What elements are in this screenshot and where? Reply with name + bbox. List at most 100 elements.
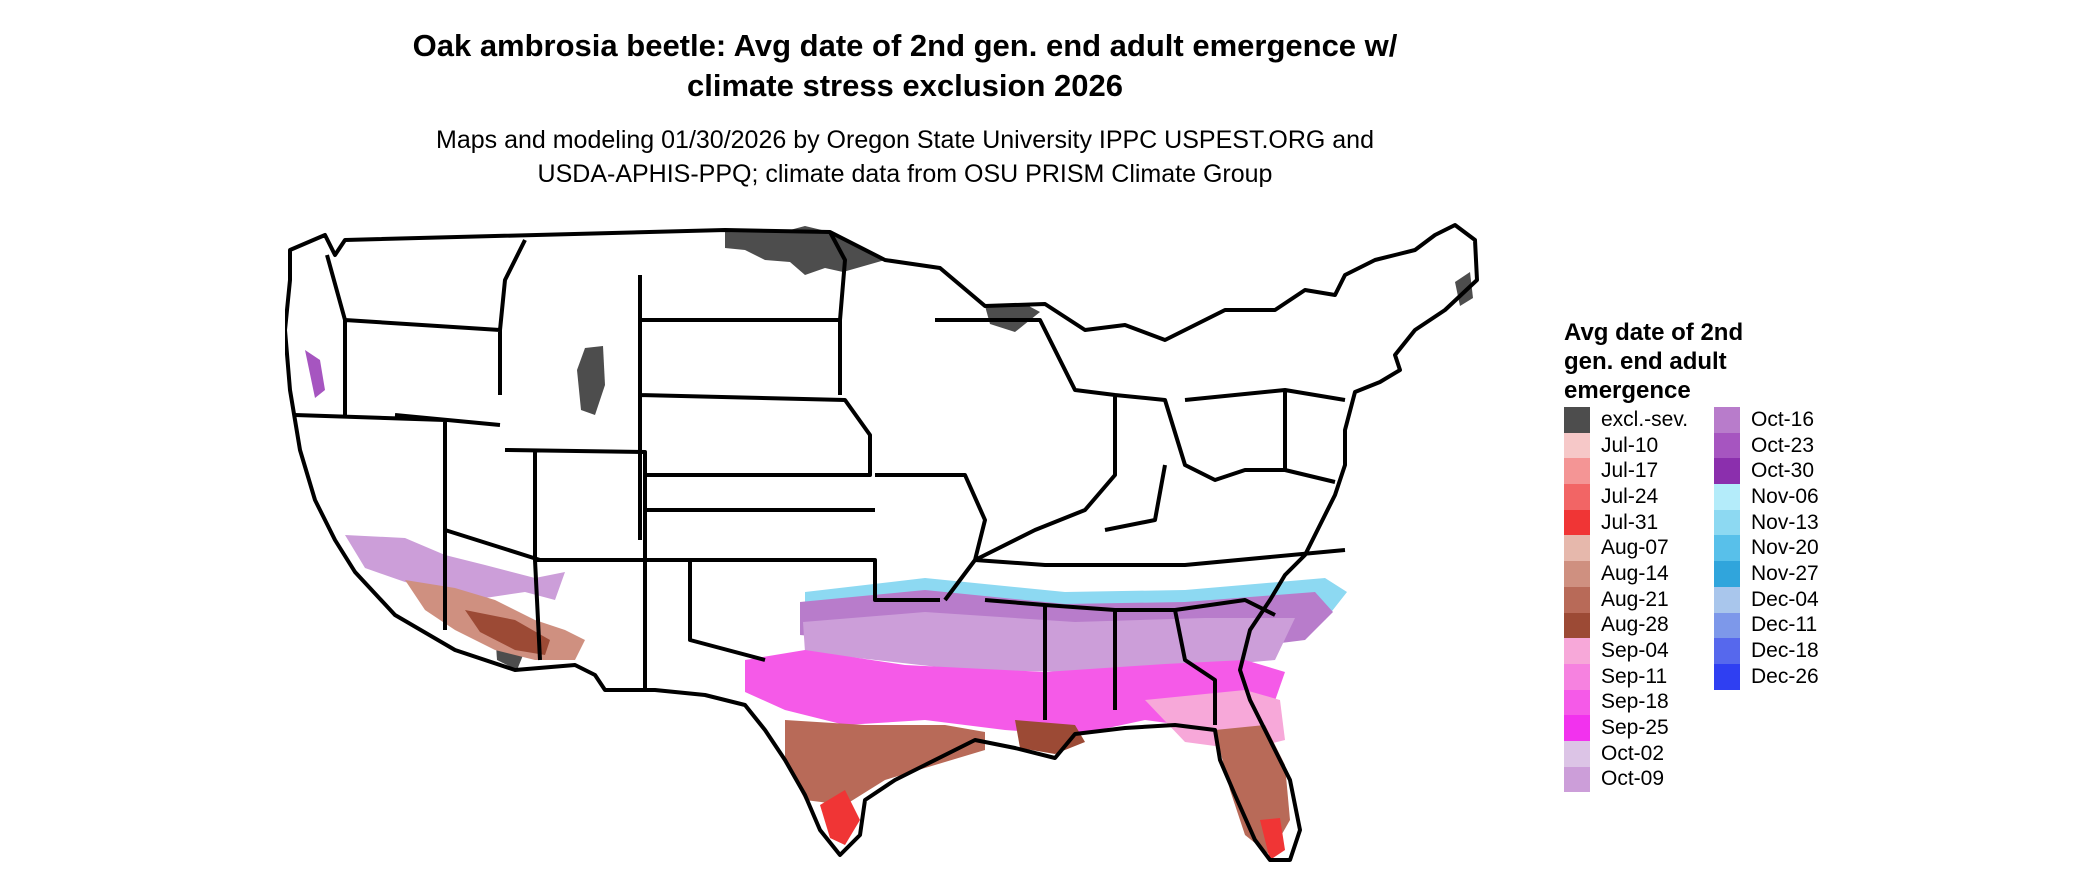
legend-swatch	[1714, 432, 1740, 459]
legend-label: Sep-04	[1601, 639, 1669, 663]
legend-label: Sep-25	[1601, 716, 1669, 740]
legend-item: Oct-30	[1714, 458, 1854, 485]
legend-swatch	[1714, 638, 1740, 664]
legend-item: Oct-16	[1714, 407, 1854, 433]
legend-swatch	[1714, 586, 1740, 613]
legend-swatch	[1714, 663, 1740, 690]
legend-swatch	[1564, 407, 1590, 433]
legend-item: Nov-13	[1714, 509, 1854, 536]
legend-item: Jul-10	[1564, 432, 1704, 459]
legend-swatch	[1714, 612, 1740, 639]
map-title: Oak ambrosia beetle: Avg date of 2nd gen…	[0, 26, 1810, 106]
legend-swatch	[1564, 509, 1590, 536]
legend-label: Oct-09	[1601, 767, 1665, 791]
map-subtitle: Maps and modeling 01/30/2026 by Oregon S…	[0, 123, 1810, 191]
band-california-purple	[305, 350, 325, 398]
legend-label: Jul-24	[1601, 484, 1659, 508]
legend-label: Sep-18	[1601, 690, 1669, 714]
legend-swatch	[1714, 407, 1740, 433]
legend-label: Dec-11	[1751, 613, 1818, 637]
band-july-tx	[820, 790, 860, 845]
legend-item: excl.-sev.	[1564, 407, 1704, 433]
legend-swatch	[1564, 458, 1590, 485]
legend-item: Dec-11	[1714, 612, 1854, 639]
subtitle-line-2: USDA-APHIS-PPQ; climate data from OSU PR…	[537, 160, 1273, 188]
legend-swatch	[1564, 663, 1590, 690]
legend-swatch	[1714, 509, 1740, 536]
legend-label: Jul-31	[1601, 510, 1659, 534]
legend-label: Nov-13	[1751, 510, 1819, 534]
legend-item: Oct-09	[1564, 766, 1704, 793]
legend-swatch	[1564, 612, 1590, 639]
band-october-light	[803, 612, 1295, 672]
legend-item: Nov-06	[1714, 484, 1854, 510]
legend-item: Jul-31	[1564, 509, 1704, 536]
state-outlines	[285, 223, 1479, 862]
legend-label: Aug-07	[1601, 536, 1669, 560]
legend-item: Aug-21	[1564, 586, 1704, 613]
state-borders-west	[294, 239, 647, 690]
state-borders-central	[638, 231, 987, 662]
legend-label: Sep-11	[1601, 664, 1668, 688]
legend-swatch	[1564, 715, 1590, 741]
legend-swatch	[1564, 432, 1590, 459]
band-august-gulf	[785, 720, 985, 805]
legend-item: Sep-04	[1564, 638, 1704, 664]
legend-label: Aug-28	[1601, 613, 1669, 637]
legend-swatch	[1714, 484, 1740, 510]
band-southwest-purple	[345, 535, 565, 600]
legend-swatch	[1564, 484, 1590, 510]
legend-label: Aug-14	[1601, 561, 1669, 585]
legend-item: Aug-07	[1564, 535, 1704, 562]
legend-label: Oct-30	[1751, 459, 1815, 483]
legend-swatch	[1564, 766, 1590, 793]
legend-label: Oct-02	[1601, 741, 1665, 765]
legend-column-2: Oct-16 Oct-23 Oct-30 Nov-06 Nov-13 Nov-20 Nov-…	[1714, 407, 1854, 690]
legend-swatch	[1714, 561, 1740, 587]
legend-item: Aug-14	[1564, 561, 1704, 587]
legend-label: Oct-16	[1751, 407, 1815, 431]
legend-label: Dec-26	[1751, 664, 1819, 688]
legend-label: Dec-04	[1751, 587, 1819, 611]
legend-item: Sep-11	[1564, 663, 1704, 690]
legend-swatch	[1564, 638, 1590, 664]
emergence-bands	[305, 350, 1347, 860]
legend-label: Dec-18	[1751, 639, 1819, 663]
legend-item: Oct-02	[1564, 740, 1704, 767]
legend-item: Dec-26	[1714, 663, 1854, 690]
legend-swatch	[1564, 740, 1590, 767]
legend-item: Jul-17	[1564, 458, 1704, 485]
legend-label: Jul-17	[1601, 459, 1659, 483]
legend-swatch	[1564, 689, 1590, 716]
legend-label: Nov-06	[1751, 484, 1819, 508]
legend-item: Aug-28	[1564, 612, 1704, 639]
legend-title-line-2: gen. end adult	[1564, 348, 1727, 375]
legend-column-1: excl.-sev. Jul-10 Jul-17 Jul-24 Jul-31 Aug-07…	[1564, 407, 1704, 793]
legend-swatch	[1564, 561, 1590, 587]
legend-swatch	[1564, 535, 1590, 562]
excl-zone-wy	[577, 346, 605, 415]
legend-label: Oct-23	[1751, 433, 1815, 457]
us-outline	[285, 223, 1479, 862]
band-southwest-dark	[465, 610, 550, 655]
band-july-fl	[1260, 818, 1285, 860]
legend-item: Dec-04	[1714, 586, 1854, 613]
title-line-1: Oak ambrosia beetle: Avg date of 2nd gen…	[412, 28, 1398, 63]
legend-swatch	[1714, 458, 1740, 485]
legend-label: Aug-21	[1601, 587, 1669, 611]
legend-item: Sep-25	[1564, 715, 1704, 741]
legend-item: Nov-20	[1714, 535, 1854, 562]
us-map	[285, 223, 1479, 862]
title-line-2: climate stress exclusion 2026	[687, 68, 1123, 103]
legend: Avg date of 2nd gen. end adult emergence…	[1564, 318, 1819, 793]
legend-item: Oct-23	[1714, 432, 1854, 459]
legend-item: Dec-18	[1714, 638, 1854, 664]
legend-label: Nov-20	[1751, 536, 1819, 560]
legend-label: excl.-sev.	[1601, 407, 1689, 431]
legend-label: Nov-27	[1751, 561, 1819, 585]
state-borders-east	[935, 318, 1346, 725]
legend-title-line-3: emergence	[1564, 377, 1691, 404]
legend-title-line-1: Avg date of 2nd	[1564, 319, 1744, 346]
legend-swatch	[1714, 535, 1740, 562]
subtitle-line-1: Maps and modeling 01/30/2026 by Oregon S…	[436, 126, 1374, 154]
